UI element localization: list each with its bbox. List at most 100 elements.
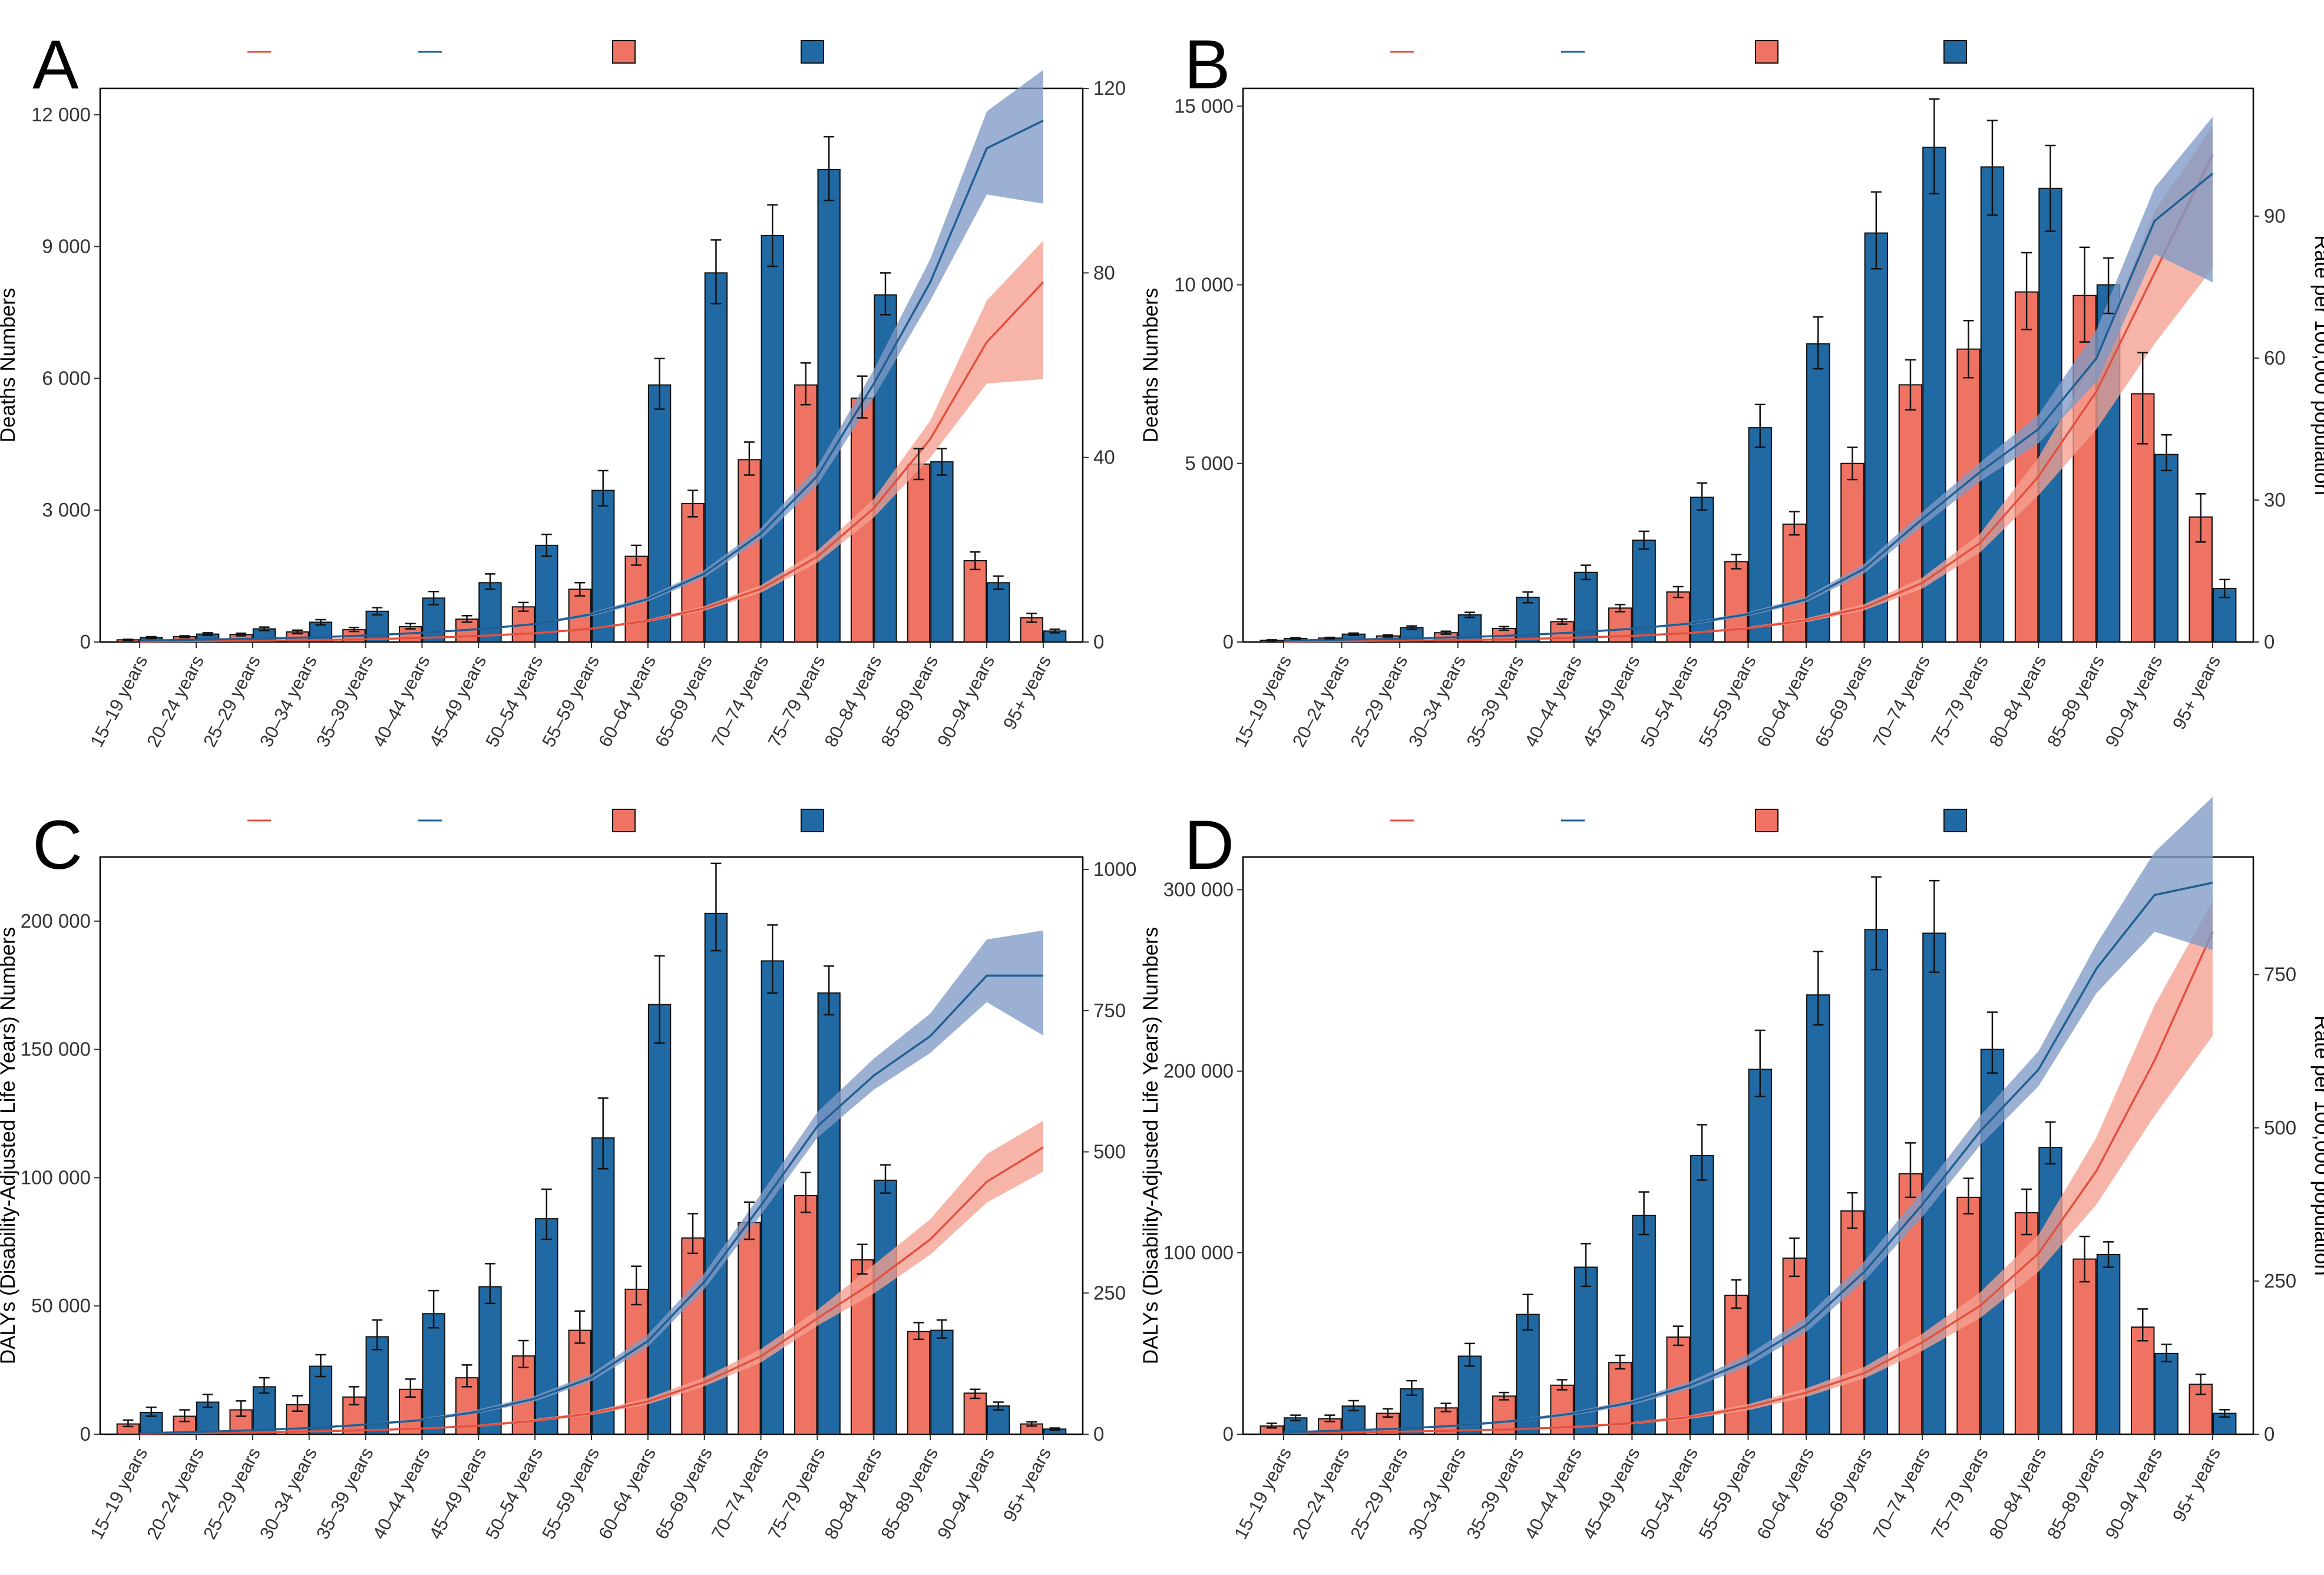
female-rate-band <box>1284 901 2213 1434</box>
x-tick-label: 85–89 years <box>2043 1444 2108 1543</box>
x-tick-label: 75–79 years <box>1927 1444 1992 1543</box>
female-bar <box>794 384 818 643</box>
y2-axis-title: Rate per 100,000 population <box>2310 235 2324 495</box>
x-tick-label: 90–94 years <box>933 1444 999 1543</box>
male-error-bar <box>428 590 439 605</box>
y-tick-label: 100 000 <box>1163 1242 1234 1263</box>
male-error-bar <box>484 573 495 590</box>
male-error-bar <box>597 1097 609 1170</box>
male-error-bar <box>1813 951 1824 1026</box>
male-error-bar <box>936 448 947 476</box>
y-axis-title: Deaths Numbers <box>0 288 19 443</box>
female-bar <box>907 463 931 643</box>
male-error-bar <box>1406 1379 1417 1396</box>
x-tick-label: 65–69 years <box>1811 1444 1876 1543</box>
chart-panel-d: D 0 100 000 200 000 300 000 0 250 500 750 DALYs (… <box>1139 797 2324 1543</box>
male-error-bar <box>2161 1344 2172 1362</box>
male-bar <box>422 1313 445 1435</box>
x-tick-label: 45–49 years <box>1579 1444 1644 1543</box>
female-error-bar <box>236 1400 247 1417</box>
x-tick-label: 70–74 years <box>1869 1444 1934 1543</box>
female-error-bar <box>2079 246 2090 343</box>
male-bar <box>1573 1266 1598 1435</box>
male-bar <box>647 384 672 643</box>
male-error-bar <box>767 924 778 994</box>
male-error-bar <box>1464 1342 1475 1367</box>
female-error-bar <box>970 1388 981 1399</box>
y-tick-label: 200 000 <box>21 910 91 932</box>
female-error-bar <box>631 1265 642 1306</box>
male-error-bar <box>202 1394 213 1408</box>
male-error-bar <box>824 135 835 201</box>
female-error-bar <box>743 441 755 476</box>
male-error-bar <box>259 1377 270 1394</box>
y2-tick-label: 0 <box>1093 631 1104 653</box>
male-rate-line <box>1283 881 2213 1434</box>
male-error-bar <box>936 1319 947 1339</box>
y-tick-label: 0 <box>1223 1423 1234 1445</box>
male-error-bar <box>428 1289 439 1329</box>
y-tick-label: 50 000 <box>31 1295 91 1316</box>
female-error-bar <box>1731 554 1742 570</box>
chart-panel-c: C 0 50 000 100 000 150 000 200 000 0 250 500 750 1… <box>0 806 1136 1543</box>
y-tick-label: 0 <box>80 631 91 653</box>
x-tick-label: 60–64 years <box>1753 1444 1818 1543</box>
legend <box>1390 809 1967 832</box>
female-bar <box>1782 1258 1807 1435</box>
y-tick-label: 9 000 <box>42 236 91 257</box>
female-error-bar <box>1556 618 1568 625</box>
panel-letter: A <box>32 26 79 104</box>
x-tick-label: 80–84 years <box>1985 1444 2050 1543</box>
male-error-bar <box>824 965 835 1016</box>
male-error-bar <box>2219 578 2230 598</box>
male-error-bar <box>1697 1124 1708 1181</box>
x-tick-label: 65–69 years <box>651 1444 716 1543</box>
male-bar <box>309 1365 333 1435</box>
female-error-bar <box>2137 1308 2148 1342</box>
y-tick-label: 3 000 <box>42 499 91 521</box>
legend-male-number-swatch <box>801 40 824 64</box>
female-error-bar <box>2195 493 2206 543</box>
female-error-bar <box>518 601 529 613</box>
male-error-bar <box>1638 1191 1649 1236</box>
y-tick-label: 15 000 <box>1174 95 1234 117</box>
x-tick-label: 65–69 years <box>651 652 716 750</box>
male-error-bar <box>654 358 665 410</box>
y2-tick-label: 80 <box>1093 262 1115 283</box>
female-error-bar <box>1672 585 1684 598</box>
male-bar <box>2154 454 2178 643</box>
male-error-bar <box>1290 637 1301 640</box>
x-tick-label: 55–59 years <box>538 1444 603 1543</box>
female-error-bar <box>687 489 699 518</box>
female-error-bar <box>405 1378 416 1398</box>
male-bar <box>2038 1147 2062 1435</box>
female-error-bar <box>1440 1402 1452 1412</box>
male-error-bar <box>993 1401 1004 1411</box>
y-tick-label: 0 <box>1223 631 1234 653</box>
x-tick-label: 90–94 years <box>2101 652 2167 750</box>
female-error-bar <box>2137 352 2148 445</box>
y-axis-title: DALYs (Disability-Adjusted Life Years) N… <box>1139 927 1162 1364</box>
male-bar <box>365 610 389 643</box>
female-error-bar <box>1324 636 1335 640</box>
male-error-bar <box>1697 482 1708 511</box>
male-error-bar <box>202 632 213 637</box>
x-tick-label: 55–59 years <box>1695 652 1760 750</box>
y2-tick-label: 750 <box>1093 1000 1126 1021</box>
female-bar <box>2072 1258 2097 1435</box>
y-tick-label: 100 000 <box>21 1166 91 1188</box>
male-error-bar <box>710 862 722 952</box>
x-tick-label: 20–24 years <box>143 652 208 750</box>
male-error-bar <box>372 1319 383 1351</box>
male-bar <box>1748 1068 1772 1435</box>
female-error-bar <box>1556 1379 1568 1391</box>
female-bar <box>624 555 648 643</box>
male-error-bar <box>2103 1241 2114 1268</box>
y2-tick-label: 250 <box>1093 1282 1126 1303</box>
y2-tick-label: 30 <box>2264 489 2286 511</box>
x-tick-label: 55–59 years <box>538 652 603 750</box>
male-bar <box>1806 994 1830 1435</box>
female-error-bar <box>1382 1408 1393 1418</box>
female-rate-line <box>140 1146 1044 1435</box>
